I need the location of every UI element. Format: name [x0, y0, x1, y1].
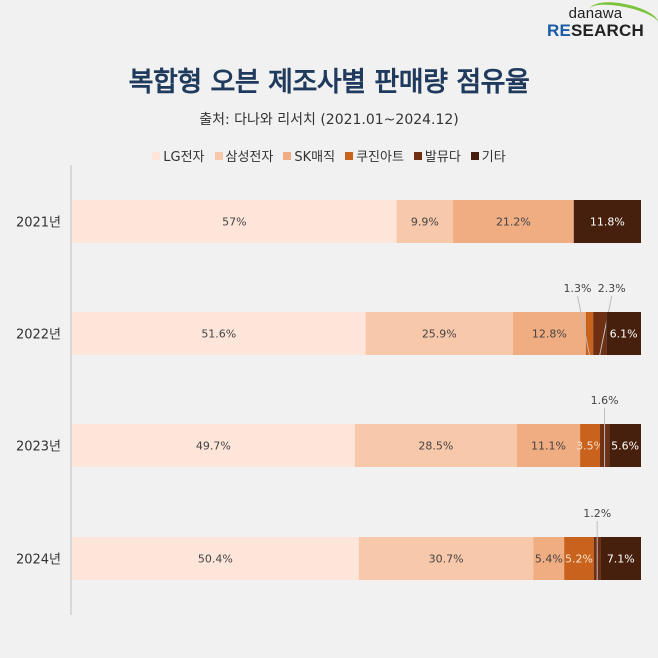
bar-segment	[606, 312, 641, 355]
legend-item: 기타	[470, 146, 506, 165]
legend-swatch	[413, 151, 422, 160]
data-label: 7.1%	[607, 553, 635, 566]
legend-label: 기타	[481, 150, 506, 165]
bar-segment	[354, 424, 517, 467]
legend-item: SK매직	[283, 146, 335, 165]
data-label: 5.4%	[535, 553, 563, 566]
data-label: 5.6%	[611, 440, 639, 453]
bar-segment	[365, 312, 513, 355]
danawa-research-logo: danawa RESEARCH	[546, 0, 658, 40]
data-label: 49.7%	[196, 440, 231, 453]
legend-swatch	[214, 151, 223, 160]
category-label: 2023년	[16, 440, 61, 455]
data-label: 50.4%	[198, 553, 233, 566]
chart-title: 복합형 오븐 제조사별 판매량 점유율	[128, 67, 530, 98]
bar-segment	[533, 537, 565, 580]
bar-segment	[358, 537, 534, 580]
logo-danawa: danawa	[568, 5, 623, 22]
legend-swatch	[470, 151, 479, 160]
data-label: 5.2%	[565, 553, 593, 566]
legend-label: SK매직	[294, 150, 336, 165]
bar-segment	[564, 537, 594, 580]
bar-segment	[593, 312, 607, 355]
bar-segment	[609, 424, 641, 467]
legend-swatch	[283, 151, 292, 160]
legend-swatch	[152, 151, 161, 160]
bar-segment	[72, 537, 359, 580]
bar-segment	[516, 424, 581, 467]
data-label: 11.1%	[531, 440, 566, 453]
category-label: 2021년	[16, 216, 61, 231]
bar-segment	[512, 312, 586, 355]
chart-subtitle: 출처: 다나와 리서치 (2021.01~2024.12)	[199, 112, 459, 128]
bar-segment	[585, 312, 594, 355]
legend-item: 발뮤다	[413, 146, 461, 165]
bar-segment	[72, 312, 366, 355]
data-label: 12.8%	[532, 328, 567, 341]
callout-leader-line	[577, 295, 590, 356]
bar-segment	[72, 424, 355, 467]
data-label: 3.5%	[576, 440, 604, 453]
legend-item: LG전자	[152, 146, 205, 165]
logo-research: RESEARCH	[546, 21, 644, 40]
legend-label: 쿠진아트	[356, 150, 404, 165]
callout-data-label: 1.3%	[564, 282, 592, 295]
category-label: 2022년	[16, 328, 61, 343]
bar-segment	[453, 200, 574, 243]
data-label: 30.7%	[429, 553, 464, 566]
data-label: 51.6%	[201, 328, 236, 341]
legend-label: LG전자	[163, 150, 205, 165]
bar-segment	[600, 537, 641, 580]
bar-segment	[396, 200, 454, 243]
data-label: 9.9%	[411, 216, 439, 229]
category-label: 2024년	[16, 553, 61, 568]
callout-data-label: 1.6%	[591, 394, 619, 407]
bar-segment	[573, 200, 641, 243]
callout-leader-line	[599, 295, 613, 356]
callout-data-label: 2.3%	[598, 282, 626, 295]
data-label: 25.9%	[422, 328, 457, 341]
legend-label: 발뮤다	[424, 150, 461, 165]
data-label: 6.1%	[610, 328, 638, 341]
data-label: 21.2%	[496, 216, 531, 229]
legend-item: 쿠진아트	[345, 146, 404, 165]
legend-swatch	[345, 151, 354, 160]
legend: LG전자 삼성전자 SK매직 쿠진아트 발뮤다 기타	[0, 146, 658, 165]
callout-data-label: 1.2%	[583, 507, 611, 520]
bar-segment	[72, 200, 397, 243]
data-label: 28.5%	[418, 440, 453, 453]
data-label: 57%	[222, 216, 246, 229]
data-label: 11.8%	[590, 216, 625, 229]
legend-label: 삼성전자	[225, 150, 274, 165]
legend-item: 삼성전자	[214, 146, 274, 165]
bar-segment	[580, 424, 601, 467]
